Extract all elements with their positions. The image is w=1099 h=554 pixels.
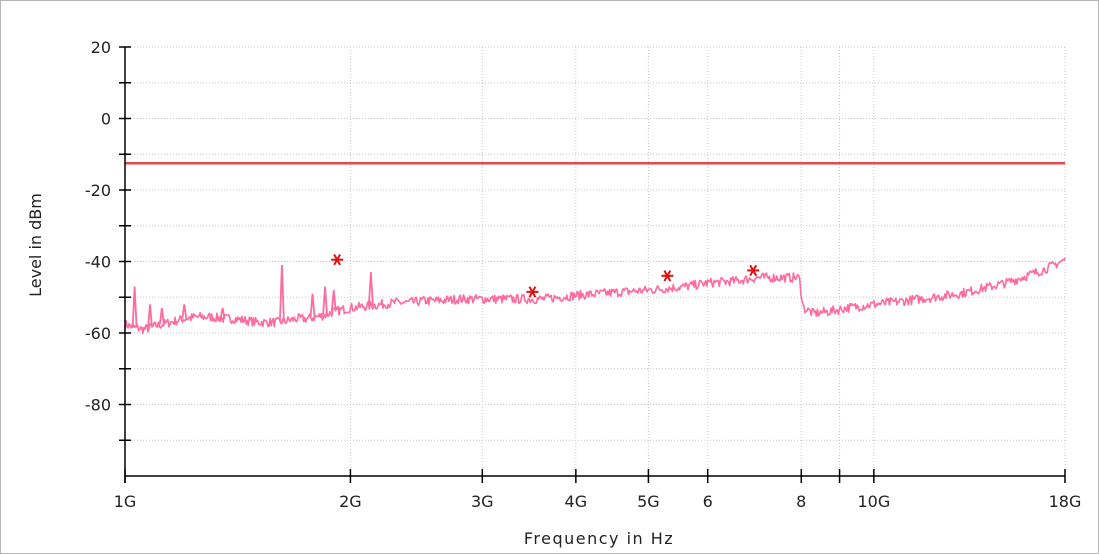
grid <box>124 46 1066 476</box>
peak-marker-stroke <box>663 270 672 282</box>
y-axis-title: Level in dBm <box>26 193 45 297</box>
trace-spike <box>278 265 285 322</box>
trace-spike <box>330 290 337 312</box>
x-tick-label: 5G <box>637 492 660 511</box>
x-tick-label: 10G <box>857 492 890 511</box>
y-tick-label: -20 <box>85 181 111 200</box>
x-tick-label: 18G <box>1049 492 1082 511</box>
trace-spike <box>322 286 328 316</box>
trace-spike <box>158 307 165 325</box>
x-tick-label: 4G <box>565 492 588 511</box>
x-tick-label: 3G <box>471 492 494 511</box>
peak-marker <box>526 286 539 298</box>
y-tick-label: 20 <box>91 38 111 57</box>
peak-marker <box>331 254 344 266</box>
trace-layer <box>124 257 1066 335</box>
x-axis-title: Frequency in Hz <box>524 529 674 548</box>
peak-marker-stroke <box>528 286 537 298</box>
trace-spike <box>131 286 138 328</box>
x-tick-label: 6 <box>703 492 713 511</box>
x-tick-label: 8 <box>796 492 806 511</box>
x-tick-label: 1G <box>114 492 137 511</box>
x-tick-label: 2G <box>339 492 362 511</box>
peak-marker <box>661 270 674 282</box>
y-tick-label: -40 <box>85 253 111 272</box>
axis-labels: 20 0 -20 -40 -60 -80 1G 2G 3G 4G 5G 6 8 10G 18G <box>85 38 1082 511</box>
peak-marker-stroke <box>749 264 758 277</box>
trace-spike <box>219 307 226 319</box>
trace-spike <box>181 304 188 319</box>
y-tick-label: -80 <box>85 396 111 415</box>
axes <box>119 46 1066 483</box>
peak-marker <box>747 264 760 277</box>
trace-spike <box>309 293 316 318</box>
y-tick-label: -60 <box>85 324 111 343</box>
peak-marker-stroke <box>333 254 342 266</box>
measurement-trace <box>124 257 1066 335</box>
marker-layer <box>331 254 760 298</box>
trace-spike <box>147 304 153 328</box>
y-tick-label: 0 <box>101 110 111 129</box>
trace-spike <box>368 272 374 306</box>
